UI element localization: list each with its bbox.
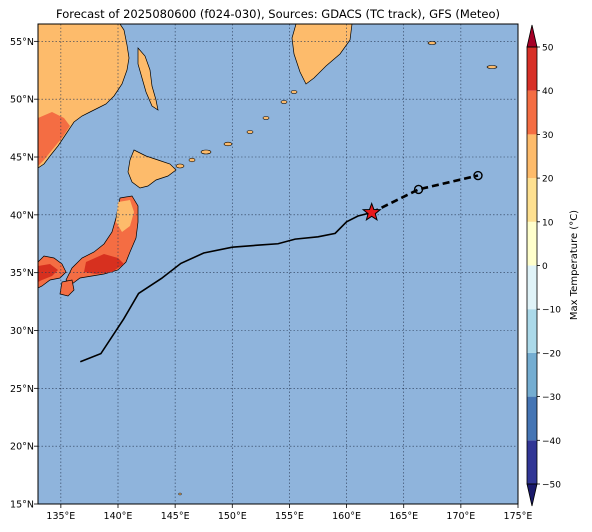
lat-tick-label: 45°N [10,153,34,164]
lat-tick-label: 40°N [10,210,34,221]
map-title: Forecast of 2025080600 (f024-030), Sourc… [56,7,500,21]
land-sakhalin [137,47,159,111]
lat-tick-label: 25°N [10,384,34,395]
colorbar-tick-label: 40 [542,87,554,97]
colorbar-extend-high [526,24,538,48]
land-commander-island [427,41,437,45]
land-korea-hot [38,264,58,282]
colorbar-label: Max Temperature (°C) [569,210,580,320]
land-tiny-island [178,492,182,496]
colorbar-segment [527,309,537,353]
land-kuril-islands [175,90,298,169]
latitude-axis: 15°N 20°N 25°N 30°N 35°N 40°N 45°N 50°N 55°N [10,37,38,511]
lat-tick-label: 50°N [10,95,34,106]
lon-tick-label: 170°E [446,511,475,522]
lat-tick-label: 55°N [10,37,34,48]
land-honshu-hot [84,254,124,274]
lon-tick-label: 150°E [218,511,247,522]
lat-tick-label: 15°N [10,500,34,511]
colorbar-tick-label: 30 [542,131,554,141]
land-kyushu [59,279,75,297]
lon-tick-label: 140°E [104,511,133,522]
map-area [37,23,519,505]
lon-tick-label: 175°E [504,511,533,522]
colorbar-segment [527,134,537,179]
forecast-point-marker [413,184,424,195]
colorbar-segment [527,396,537,441]
colorbar-segment [527,178,537,222]
temperature-colorbar: −50 −40 −30 −20 −10 0 10 20 30 40 50 [526,24,561,507]
colorbar-tick-label: −40 [542,437,561,447]
colorbar-tick-label: 20 [542,175,554,185]
map-frame [37,23,519,505]
lat-tick-label: 20°N [10,442,34,453]
colorbar-tick-label: −10 [542,306,561,316]
forecast-track-line [371,174,479,214]
land-layer [38,24,498,496]
current-position-star-icon [361,202,382,221]
lon-tick-label: 165°E [389,511,418,522]
colorbar-segment [527,47,537,91]
land-aleutian-island [486,65,498,69]
lon-tick-label: 155°E [275,511,304,522]
colorbar-segment [527,221,537,266]
colorbar-segment [527,90,537,135]
colorbar-tick-label: −20 [542,349,561,359]
colorbar-segment [527,265,537,310]
longitude-axis: 135°E 140°E 145°E 150°E 155°E 160°E 165°E 170°E… [46,504,532,522]
colorbar-extend-low [526,483,538,507]
colorbar-segment [527,352,537,397]
past-track-line [79,211,372,363]
lon-tick-label: 135°E [46,511,75,522]
lon-tick-label: 160°E [332,511,361,522]
land-kamchatka [291,24,353,85]
colorbar-tick-label: 10 [542,218,554,228]
colorbar-tick-label: 50 [542,44,554,54]
colorbar-tick-label: −30 [542,393,561,403]
land-asia-warm-patch [38,112,70,166]
land-honshu-cool [116,200,134,232]
land-hokkaido [127,149,177,189]
colorbar-segment [527,440,537,484]
colorbar-tick-label: −50 [542,481,561,491]
colorbar-tick-label: 0 [542,262,548,272]
forecast-point-marker [473,170,483,181]
tc-track [79,170,483,363]
lat-tick-label: 30°N [10,326,34,337]
lat-tick-label: 35°N [10,268,34,279]
lon-tick-label: 145°E [161,511,190,522]
